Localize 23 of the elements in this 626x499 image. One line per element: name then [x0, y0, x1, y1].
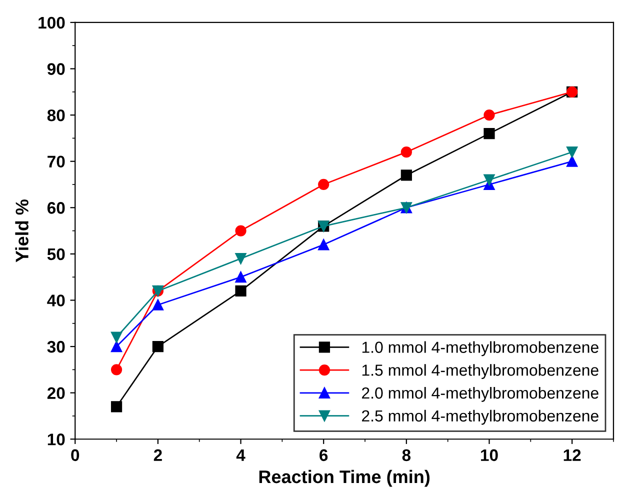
legend-label: 2.0 mmol 4-methylbromobenzene [362, 386, 598, 402]
y-tick-label: 30 [47, 340, 65, 353]
legend-label: 1.5 mmol 4-methylbromobenzene [362, 364, 598, 379]
y-tick-label: 20 [47, 387, 65, 400]
y-tick-label: 80 [47, 109, 65, 122]
y-tick-label: 70 [48, 156, 65, 168]
y-axis-title: Yield % [15, 199, 28, 262]
legend-label: 1.0 mmol 4-methylbromobenzene [362, 341, 598, 356]
x-tick-label: 2 [154, 449, 162, 461]
y-tick-label: 90 [47, 63, 65, 75]
x-tick-label: 4 [236, 449, 246, 461]
y-tick-label: 60 [47, 202, 65, 214]
x-tick-label: 10 [481, 449, 498, 462]
legend-label: 2.5 mmol 4-methylbromobenzene [362, 410, 598, 425]
x-axis-title: Reaction Time (min) [259, 470, 430, 487]
y-tick-label: 100 [38, 16, 65, 29]
y-tick-label: 10 [48, 434, 65, 446]
y-tick-label: 50 [47, 248, 65, 260]
x-tick-label: 8 [402, 449, 411, 462]
x-tick-label: 6 [320, 449, 328, 462]
y-tick-label: 40 [47, 294, 65, 306]
x-tick-label: 12 [564, 449, 581, 461]
x-tick-label: 0 [71, 449, 80, 462]
